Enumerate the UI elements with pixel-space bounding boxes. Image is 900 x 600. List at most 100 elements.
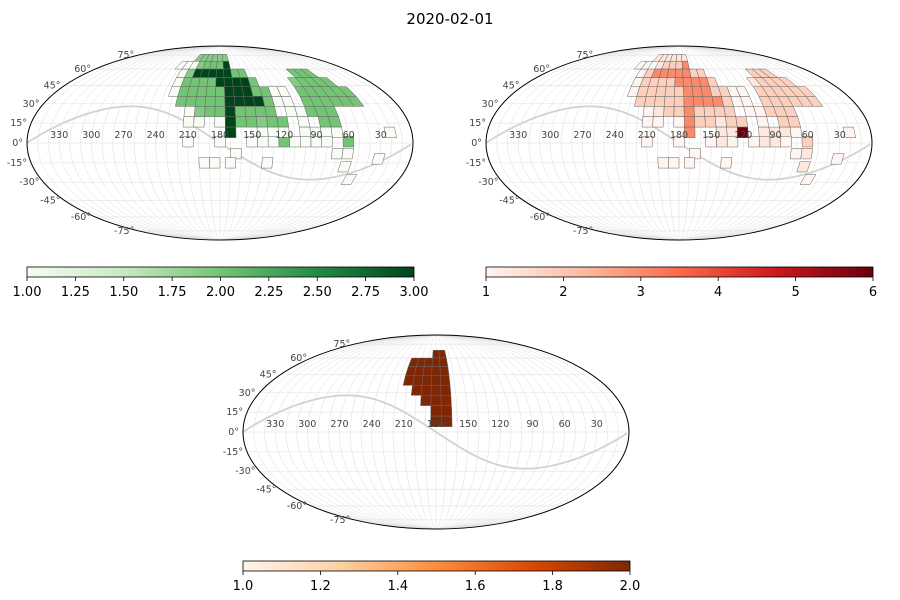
heat-cell	[634, 96, 647, 107]
heat-cell	[204, 106, 216, 117]
heat-cell	[430, 395, 442, 406]
colorbar-tick-label: 2.25	[254, 285, 283, 300]
heat-cell	[167, 86, 182, 97]
heat-cell	[673, 96, 685, 107]
colorbar-tick-label: 3.00	[400, 285, 429, 300]
heat-cell	[223, 68, 233, 78]
heat-cell	[205, 86, 216, 97]
lon-tick-label: 120	[734, 130, 752, 141]
heat-cell	[439, 357, 449, 367]
heat-cell	[440, 405, 453, 417]
heat-cell	[246, 136, 258, 148]
lat-tick-label: 60°	[533, 64, 550, 75]
heat-cell	[657, 157, 669, 169]
colorbar-tick-label: 1.2	[310, 579, 331, 594]
heat-cell	[704, 116, 717, 128]
lon-tick-label: 300	[298, 419, 316, 430]
heat-cell	[216, 54, 224, 62]
lat-tick-label: -75°	[573, 226, 593, 237]
heat-cell	[758, 136, 771, 148]
heat-cell	[652, 116, 664, 128]
lat-tick-label: 0°	[12, 138, 23, 149]
heat-cell	[341, 148, 355, 160]
heat-cell	[234, 106, 247, 117]
cells	[402, 349, 453, 427]
lon-tick-label: 240	[147, 130, 165, 141]
heat-cell	[337, 161, 352, 173]
lon-tick-label: 180	[427, 419, 445, 430]
heat-cell	[663, 106, 675, 117]
heat-cell	[175, 96, 188, 107]
heat-cell	[431, 366, 441, 376]
lat-tick-label: -45°	[40, 195, 60, 206]
heat-cell	[340, 174, 358, 185]
heat-cell	[330, 148, 344, 160]
heat-cell	[216, 60, 224, 70]
lat-tick-label: -75°	[114, 226, 134, 237]
heat-cell	[297, 116, 311, 128]
heat-cell	[431, 357, 441, 367]
heat-cell	[674, 77, 684, 87]
colorbar-tick-label: 4	[714, 285, 722, 300]
heat-cell	[801, 136, 814, 148]
heat-cell	[223, 77, 234, 87]
heat-cell	[690, 77, 702, 87]
lat-tick-label: 75°	[333, 339, 350, 350]
heat-cell	[243, 96, 256, 107]
lon-tick-label: 150	[702, 130, 720, 141]
heat-cell	[665, 77, 676, 87]
lat-tick-label: -15°	[223, 447, 243, 458]
heat-cell	[432, 349, 440, 359]
heat-cell	[383, 126, 397, 138]
heat-cell	[796, 161, 811, 173]
map-border	[242, 334, 630, 530]
heat-cell	[683, 116, 696, 128]
heat-cell	[780, 136, 792, 148]
lon-tick-label: 60	[559, 419, 571, 430]
heat-cell	[430, 385, 442, 396]
heat-cell	[664, 86, 675, 97]
colorbar-tick-label: 1.75	[158, 285, 187, 300]
heat-cell	[440, 375, 451, 386]
heat-cell	[299, 136, 312, 148]
heat-cell	[673, 116, 685, 128]
colorbar-tick-label: 2.00	[206, 285, 235, 300]
lat-tick-label: 45°	[503, 81, 520, 92]
heat-cell	[694, 116, 706, 128]
heat-cell	[758, 126, 771, 138]
heat-cell	[224, 116, 237, 128]
heat-cell	[244, 106, 257, 117]
lat-tick-label: -30°	[235, 466, 255, 477]
heat-cell	[206, 77, 217, 87]
heat-cell	[342, 136, 355, 148]
heat-cell	[703, 106, 716, 117]
map-panel-oranges: 330 300 270 240 210 180 150 120 90 60 30 75° 60° 45° 3…	[223, 334, 640, 594]
heat-cell	[330, 126, 344, 138]
heat-cell	[215, 77, 225, 87]
heat-cell	[235, 116, 247, 128]
heat-cell	[255, 116, 268, 128]
lon-tick-label: 30	[834, 130, 846, 141]
heat-cell	[789, 148, 803, 160]
heat-cell	[430, 405, 442, 417]
heat-cell	[626, 86, 641, 97]
colorbar-tick-label: 1.8	[542, 579, 563, 594]
lat-tick-label: 0°	[228, 427, 239, 438]
heat-cell	[663, 96, 675, 107]
lon-tick-label: 120	[275, 130, 293, 141]
colorbar-tick-label: 1.0	[233, 579, 254, 594]
colorbar-tick-label: 3	[637, 285, 645, 300]
cells	[626, 54, 856, 185]
lon-tick-label: 150	[459, 419, 477, 430]
lat-tick-label: 30°	[23, 99, 40, 110]
lat-tick-label: -60°	[287, 501, 307, 512]
heat-cell	[689, 148, 701, 160]
heat-cell	[691, 86, 703, 97]
heat-cell	[641, 136, 653, 148]
heat-cell	[714, 116, 727, 128]
galactic-plane-curve	[242, 394, 628, 470]
heat-cell	[230, 148, 242, 160]
lon-tick-label: 180	[211, 130, 229, 141]
heat-cell	[673, 136, 685, 148]
heat-cell	[182, 116, 195, 128]
